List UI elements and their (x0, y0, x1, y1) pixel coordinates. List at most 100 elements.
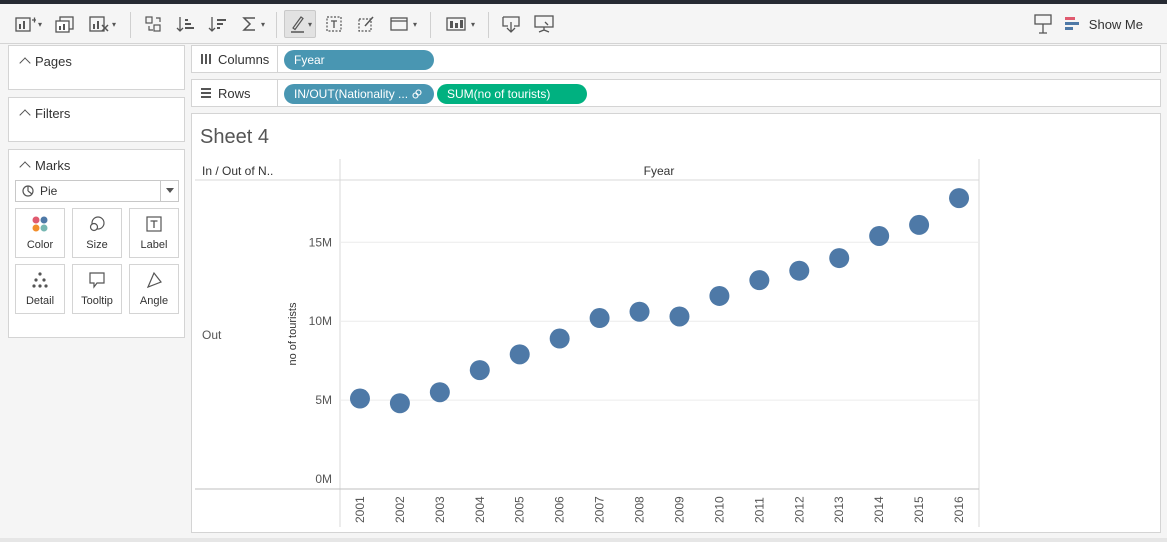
clear-sheet-icon[interactable]: ▾ (86, 10, 118, 38)
tooltip-label: Tooltip (81, 295, 113, 307)
label-button[interactable]: Label (129, 208, 179, 258)
color-button[interactable]: Color (15, 208, 65, 258)
data-point[interactable] (949, 188, 970, 209)
swap-rows-columns-icon[interactable] (142, 10, 166, 38)
data-point[interactable] (509, 344, 530, 365)
worksheet-view: Sheet 4 In / Out of N.. Fyear Out no of … (191, 113, 1161, 533)
x-tick-label: 2016 (952, 496, 966, 523)
dropdown-arrow-icon[interactable] (160, 181, 178, 201)
x-tick-label: 2011 (752, 497, 766, 523)
highlight-icon[interactable]: ▾ (284, 10, 316, 38)
pages-header[interactable]: Pages (9, 46, 184, 77)
tooltip-button[interactable]: Tooltip (72, 264, 122, 314)
tooltip-icon (89, 272, 105, 289)
size-icon (89, 216, 105, 232)
sheet-title: Sheet 4 (200, 126, 269, 148)
show-cards-icon[interactable]: ▾ (442, 10, 478, 38)
collapse-chevron-icon[interactable] (19, 109, 31, 121)
presentation-icon[interactable] (530, 10, 558, 38)
toolbar: ▾ ▾ ▾ ▾ ▾ ▾ (0, 4, 1167, 44)
format-workbook-icon[interactable] (354, 10, 378, 38)
fit-icon[interactable]: ▾ (386, 10, 420, 38)
data-point[interactable] (389, 393, 410, 414)
x-tick-label: 2005 (513, 496, 527, 523)
rows-shelf[interactable]: Rows IN/OUT(Nationality ... SUM(no of to… (191, 79, 1161, 107)
detail-button[interactable]: Detail (15, 264, 65, 314)
toolbar-separator (276, 12, 277, 38)
data-point[interactable] (709, 285, 730, 306)
data-point[interactable] (789, 260, 810, 281)
totals-icon[interactable]: ▾ (238, 10, 268, 38)
sum-tourists-row-pill[interactable]: SUM(no of tourists) (437, 84, 587, 104)
color-icon (32, 216, 48, 232)
x-tick-label: 2007 (593, 496, 607, 523)
y-axis-title: no of tourists (287, 302, 299, 365)
filters-title: Filters (35, 106, 71, 121)
sort-descending-icon[interactable] (206, 10, 230, 38)
chart-canvas: In / Out of N.. Fyear Out no of tourists… (195, 159, 980, 527)
marks-card: Marks Pie Color Size Label Detail Toolti… (8, 149, 185, 338)
data-point[interactable] (469, 360, 490, 381)
y-tick-label: 5M (315, 393, 332, 407)
x-tick-label: 2003 (433, 496, 447, 523)
data-point[interactable] (869, 225, 890, 246)
y-tick-label: 0M (315, 472, 332, 486)
sum-tourists-pill-text: SUM(no of tourists) (447, 87, 551, 101)
rows-label: Rows (218, 85, 251, 101)
labels-icon[interactable] (322, 10, 346, 38)
collapse-chevron-icon[interactable] (19, 57, 31, 69)
columns-shelf-label: Columns (192, 46, 278, 72)
size-button[interactable]: Size (72, 208, 122, 258)
nationality-row-pill[interactable]: IN/OUT(Nationality ... (284, 84, 434, 104)
download-icon[interactable] (498, 10, 524, 38)
y-tick-label: 15M (309, 235, 332, 249)
toolbar-separator (488, 12, 489, 38)
data-point[interactable] (909, 214, 930, 235)
label-label: Label (140, 239, 168, 251)
x-tick-label: 2002 (393, 496, 407, 523)
y-tick-label: 10M (309, 314, 332, 328)
pages-title: Pages (35, 54, 72, 69)
nationality-pill-text: IN/OUT(Nationality ... (294, 87, 409, 101)
x-tick-label: 2009 (672, 496, 686, 523)
data-point[interactable] (549, 328, 570, 349)
data-point[interactable] (749, 270, 770, 291)
x-tick-label: 2008 (633, 496, 647, 523)
sheet-tabs-strip (0, 538, 1167, 542)
sort-ascending-icon[interactable] (174, 10, 198, 38)
data-point[interactable] (589, 308, 610, 329)
row-header-label: In / Out of N.. (202, 164, 273, 178)
marks-title: Marks (35, 158, 71, 173)
tooltip-pin-icon[interactable] (1030, 10, 1056, 38)
collapse-chevron-icon[interactable] (19, 161, 31, 173)
columns-shelf[interactable]: Columns Fyear (191, 45, 1161, 73)
detail-icon (32, 272, 48, 288)
mark-type-dropdown[interactable]: Pie (15, 180, 179, 202)
column-header-label: Fyear (644, 164, 675, 178)
toolbar-separator (130, 12, 131, 38)
data-point[interactable] (429, 382, 450, 403)
marks-header[interactable]: Marks (9, 150, 184, 181)
duplicate-sheet-icon[interactable] (52, 10, 78, 38)
link-icon (412, 89, 422, 99)
pages-card: Pages (8, 45, 185, 90)
new-worksheet-icon[interactable]: ▾ (14, 10, 42, 38)
data-point[interactable] (669, 306, 690, 327)
show-me-icon (1064, 17, 1079, 30)
rows-icon (201, 88, 211, 98)
show-me-button[interactable]: Show Me (1063, 16, 1143, 32)
data-point[interactable] (829, 248, 850, 269)
data-point[interactable] (349, 388, 370, 409)
data-point[interactable] (629, 301, 650, 322)
x-tick-label: 2010 (712, 496, 726, 523)
filters-header[interactable]: Filters (9, 98, 184, 129)
row-value-out: Out (202, 328, 222, 342)
fyear-column-pill[interactable]: Fyear (284, 50, 434, 70)
window-top-strip (0, 0, 1167, 4)
rows-shelf-label: Rows (192, 80, 278, 106)
x-tick-label: 2014 (872, 496, 886, 523)
filters-card: Filters (8, 97, 185, 142)
size-label: Size (86, 239, 108, 251)
label-icon (146, 216, 162, 232)
angle-button[interactable]: Angle (129, 264, 179, 314)
